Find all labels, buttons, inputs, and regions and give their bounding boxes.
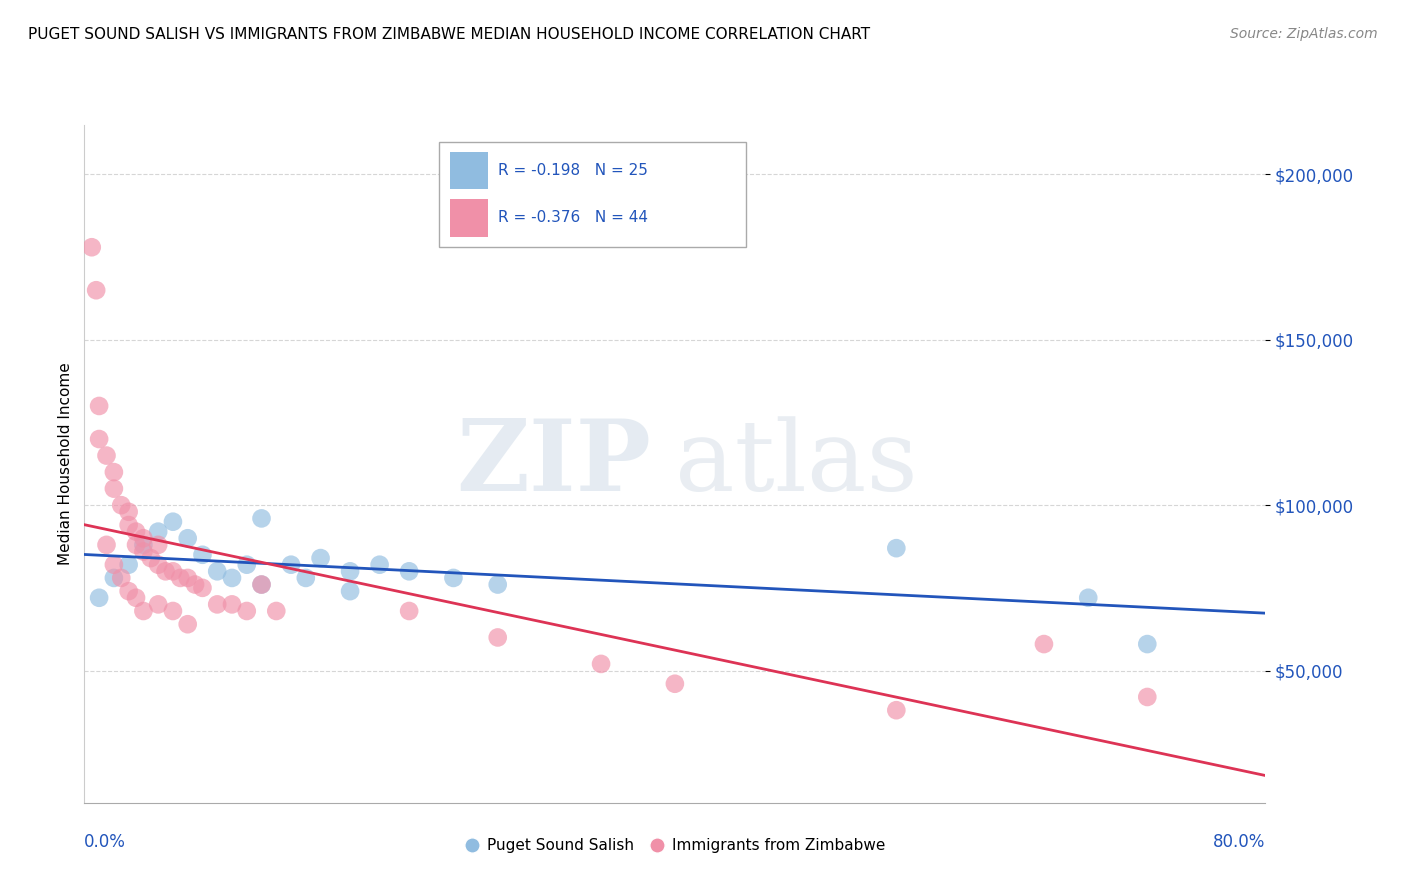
Point: [125, 524, 148, 539]
Point: [96, 538, 118, 552]
Point: [591, 657, 613, 671]
Text: R = -0.198   N = 25: R = -0.198 N = 25: [498, 163, 648, 178]
Point: [80, 240, 103, 254]
Point: [886, 703, 908, 717]
Point: [235, 558, 259, 572]
Point: [339, 584, 361, 599]
Point: [87, 591, 111, 605]
Point: [169, 571, 191, 585]
Point: [132, 604, 155, 618]
Point: [368, 558, 391, 572]
Point: [103, 571, 125, 585]
Point: [118, 558, 141, 572]
Point: [132, 544, 155, 558]
Point: [486, 577, 509, 591]
Point: [1077, 591, 1099, 605]
Point: [148, 524, 170, 539]
Point: [148, 558, 170, 572]
Bar: [450, 200, 488, 236]
Point: [398, 604, 420, 618]
Text: 80.0%: 80.0%: [1213, 833, 1265, 851]
Point: [486, 631, 509, 645]
Point: [132, 538, 155, 552]
Point: [205, 564, 228, 578]
Point: [250, 577, 273, 591]
Point: [309, 551, 332, 566]
Point: [295, 571, 318, 585]
Point: [118, 518, 141, 533]
Point: [191, 548, 214, 562]
Text: Source: ZipAtlas.com: Source: ZipAtlas.com: [1230, 27, 1378, 41]
Point: [250, 511, 273, 525]
Point: [177, 571, 200, 585]
Point: [250, 577, 273, 591]
Bar: [450, 152, 488, 189]
Point: [162, 604, 184, 618]
Point: [118, 505, 141, 519]
Point: [87, 399, 111, 413]
Point: [221, 571, 243, 585]
Point: [177, 617, 200, 632]
Point: [221, 598, 243, 612]
Text: ZIP: ZIP: [457, 416, 651, 512]
Point: [132, 531, 155, 545]
Legend: Puget Sound Salish, Immigrants from Zimbabwe: Puget Sound Salish, Immigrants from Zimb…: [458, 832, 891, 860]
Point: [148, 598, 170, 612]
Point: [205, 598, 228, 612]
Text: PUGET SOUND SALISH VS IMMIGRANTS FROM ZIMBABWE MEDIAN HOUSEHOLD INCOME CORRELATI: PUGET SOUND SALISH VS IMMIGRANTS FROM ZI…: [28, 27, 870, 42]
Y-axis label: Median Household Income: Median Household Income: [58, 362, 73, 566]
Point: [110, 498, 132, 512]
Point: [191, 581, 214, 595]
Point: [1032, 637, 1054, 651]
Point: [155, 564, 177, 578]
Point: [886, 541, 908, 556]
Point: [148, 538, 170, 552]
Point: [139, 551, 162, 566]
Point: [264, 604, 288, 618]
Point: [441, 571, 464, 585]
Point: [177, 531, 200, 545]
FancyBboxPatch shape: [439, 142, 745, 247]
Point: [162, 564, 184, 578]
Point: [110, 571, 132, 585]
Point: [1136, 690, 1159, 704]
Point: [664, 677, 686, 691]
Point: [1136, 637, 1159, 651]
Point: [162, 515, 184, 529]
Text: R = -0.376   N = 44: R = -0.376 N = 44: [498, 211, 648, 226]
Point: [84, 283, 107, 297]
Point: [118, 584, 141, 599]
Point: [103, 482, 125, 496]
Point: [280, 558, 302, 572]
Point: [184, 577, 207, 591]
Point: [339, 564, 361, 578]
Point: [103, 465, 125, 479]
Point: [103, 558, 125, 572]
Point: [125, 538, 148, 552]
Point: [235, 604, 259, 618]
Point: [125, 591, 148, 605]
Point: [96, 449, 118, 463]
Text: 0.0%: 0.0%: [84, 833, 127, 851]
Point: [398, 564, 420, 578]
Text: atlas: atlas: [675, 416, 918, 512]
Point: [87, 432, 111, 446]
